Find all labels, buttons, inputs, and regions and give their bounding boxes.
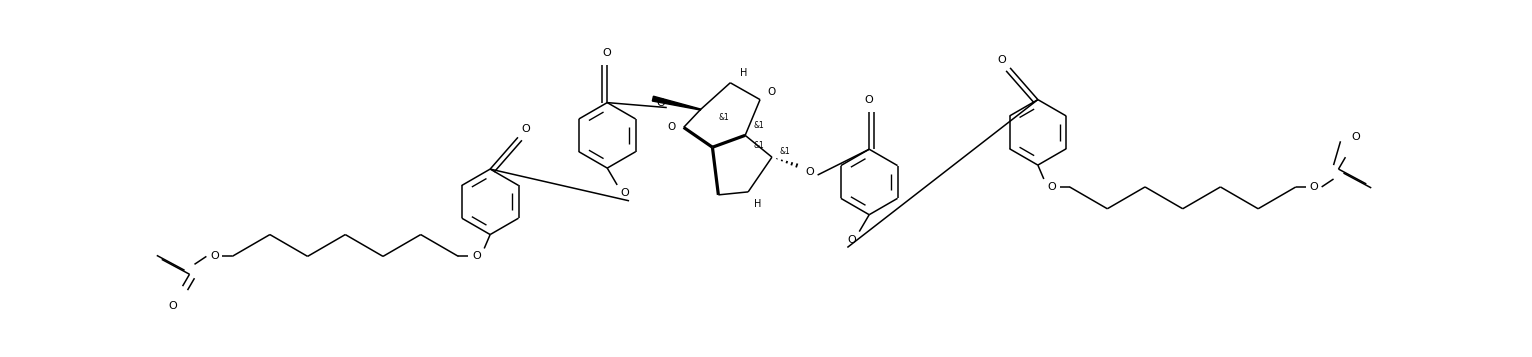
Text: O: O (997, 55, 1007, 65)
Text: O: O (656, 97, 665, 107)
Text: H: H (740, 68, 748, 78)
Text: O: O (1048, 182, 1056, 192)
Text: O: O (604, 48, 611, 58)
Text: &1: &1 (780, 147, 791, 156)
Text: &1: &1 (754, 121, 764, 130)
Text: O: O (1351, 132, 1360, 142)
Text: H: H (754, 199, 761, 209)
Text: O: O (768, 87, 777, 97)
Text: O: O (668, 122, 676, 132)
Text: O: O (1310, 182, 1318, 192)
Text: O: O (620, 188, 630, 198)
Text: O: O (847, 235, 856, 245)
Text: O: O (866, 95, 873, 105)
Text: O: O (169, 301, 178, 311)
Text: O: O (521, 124, 530, 134)
Text: &1: &1 (754, 141, 764, 150)
Text: O: O (806, 167, 813, 177)
Text: O: O (472, 251, 481, 261)
Polygon shape (653, 96, 700, 110)
Text: &1: &1 (719, 113, 729, 122)
Text: O: O (210, 251, 219, 261)
